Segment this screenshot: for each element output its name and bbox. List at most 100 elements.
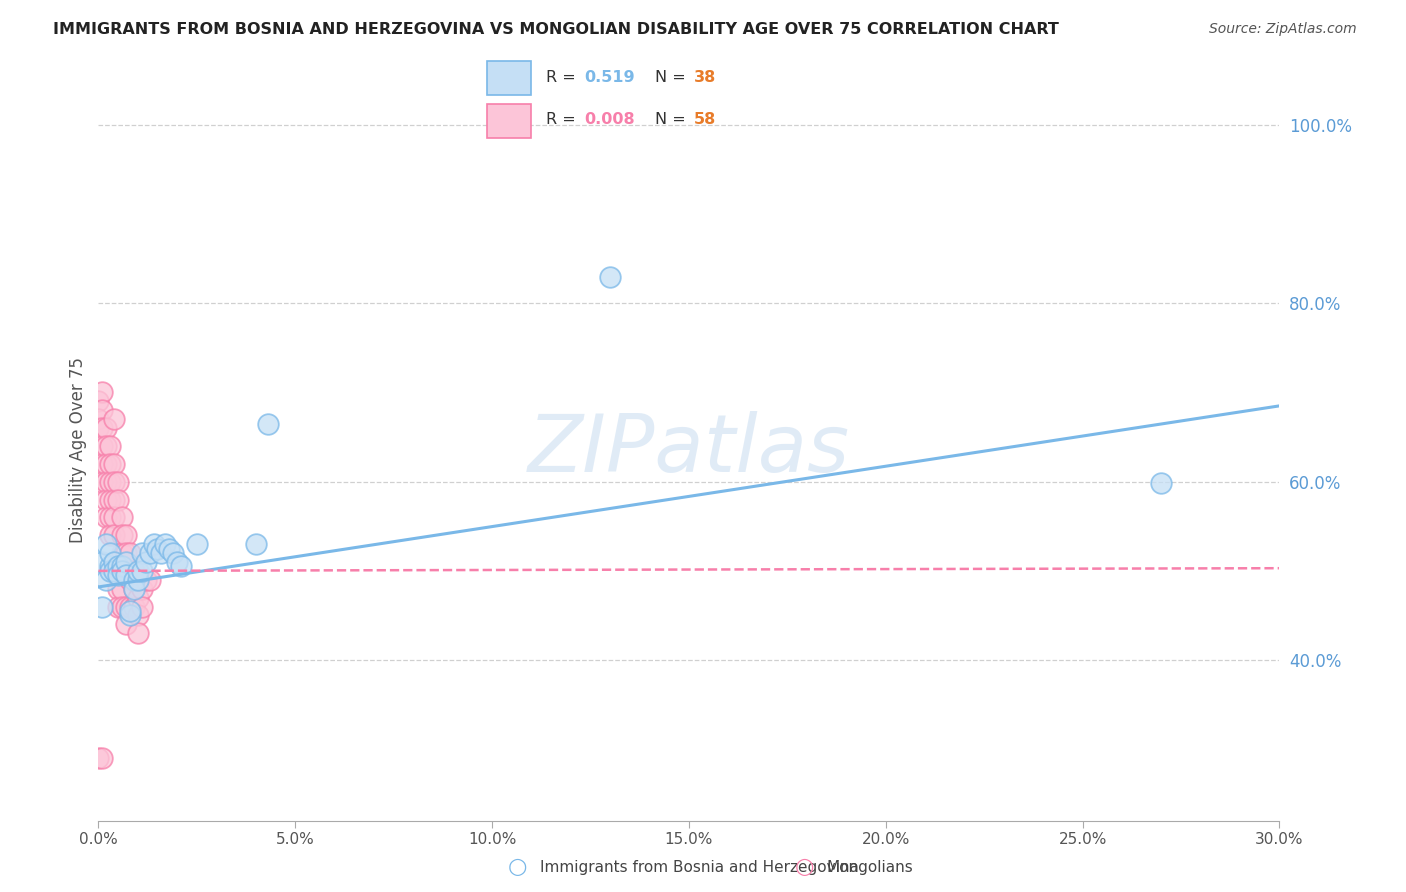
Point [127,573,149,587]
Point [131,599,153,614]
Point [122,564,145,578]
Point [245,537,267,551]
Text: R =: R = [546,70,581,85]
Point [98,528,121,542]
FancyBboxPatch shape [486,61,531,95]
Point [122,599,145,614]
Point [103,555,125,569]
Point [127,608,149,623]
Point [166,555,188,569]
Point [135,573,157,587]
Point [91,599,114,614]
Point [96,573,118,587]
Point [96,510,118,524]
Text: N =: N = [655,112,692,127]
Text: 38: 38 [693,70,716,85]
Point [98,546,121,560]
Point [111,546,134,560]
Text: 0.008: 0.008 [585,112,636,127]
Text: ○: ○ [794,857,814,877]
Point [138,546,160,560]
FancyBboxPatch shape [486,104,531,138]
Point [122,582,145,596]
Point [107,564,129,578]
Text: ZIPatlas: ZIPatlas [527,411,851,490]
Point [111,599,134,614]
Point [115,546,138,560]
Point [122,582,145,596]
Point [98,492,121,507]
Text: Mongolians: Mongolians [827,860,914,874]
Point [127,591,149,605]
Point [170,559,193,574]
Point [111,564,134,578]
Point [1150,476,1173,491]
Point [162,546,184,560]
Point [107,599,129,614]
Point [111,559,134,574]
Point [157,541,180,556]
Point [91,421,114,435]
Point [111,528,134,542]
Point [96,492,118,507]
Point [135,555,157,569]
Text: Immigrants from Bosnia and Herzegovina: Immigrants from Bosnia and Herzegovina [540,860,859,874]
Point [155,537,177,551]
Point [107,492,129,507]
Point [127,573,149,587]
Point [118,573,141,587]
Point [118,546,141,560]
Point [107,582,129,596]
Text: ○: ○ [508,857,527,877]
Point [96,475,118,489]
Point [115,528,138,542]
Point [127,564,149,578]
Point [115,617,138,632]
Point [115,564,138,578]
Point [146,541,169,556]
Point [87,751,110,765]
Point [96,537,118,551]
Point [103,564,125,578]
Point [91,403,114,417]
Point [91,555,114,569]
Text: R =: R = [546,112,581,127]
Point [599,269,621,284]
Point [87,412,110,426]
Point [115,555,138,569]
Point [131,546,153,560]
Point [107,559,129,574]
Point [107,568,129,582]
Point [138,573,160,587]
Point [91,457,114,471]
Point [131,582,153,596]
Point [103,412,125,426]
Point [98,564,121,578]
Point [127,626,149,640]
Point [96,439,118,453]
Point [122,573,145,587]
Point [118,604,141,618]
Point [111,582,134,596]
Point [115,568,138,582]
Point [103,510,125,524]
Point [118,599,141,614]
Text: 0.519: 0.519 [585,70,636,85]
Point [103,457,125,471]
Text: N =: N = [655,70,692,85]
Text: 58: 58 [693,112,716,127]
Point [98,510,121,524]
Point [131,564,153,578]
Text: Source: ZipAtlas.com: Source: ZipAtlas.com [1209,22,1357,37]
Point [98,559,121,574]
Point [91,385,114,400]
Point [91,751,114,765]
Point [98,439,121,453]
Point [98,475,121,489]
Point [256,417,278,431]
Point [98,457,121,471]
Text: IMMIGRANTS FROM BOSNIA AND HERZEGOVINA VS MONGOLIAN DISABILITY AGE OVER 75 CORRE: IMMIGRANTS FROM BOSNIA AND HERZEGOVINA V… [53,22,1059,37]
Point [96,421,118,435]
Point [142,537,165,551]
Point [150,546,173,560]
